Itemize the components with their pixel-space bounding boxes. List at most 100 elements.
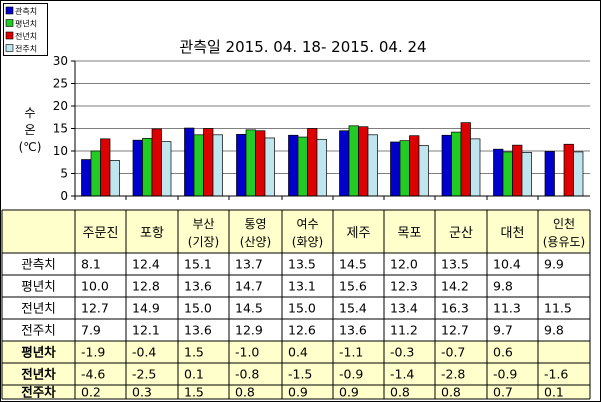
x-tick-label: 주문진 (83, 226, 119, 241)
bar (512, 144, 523, 197)
table-cell: 12.4 (132, 257, 160, 272)
legend-entry: 전년치 (15, 31, 37, 41)
table-row-name: 평년치 (21, 279, 56, 294)
x-tick-label: 목포 (398, 226, 422, 241)
table-row-name: 전주차 (21, 385, 56, 400)
y-tick-label: 20 (53, 99, 68, 113)
table-row-bg (2, 275, 590, 297)
table-cell: 14.2 (441, 279, 469, 294)
table-cell: 14.9 (132, 301, 160, 316)
legend-swatch (5, 44, 14, 52)
legend-swatch (5, 31, 14, 40)
table-cell: 15.1 (184, 257, 212, 272)
table-cell: 13.1 (288, 279, 316, 294)
x-tick-label: 통영 (244, 217, 266, 231)
table-cell: 1.5 (184, 345, 204, 360)
table-cell: 9.8 (493, 279, 513, 294)
table-cell: 13.5 (441, 257, 469, 272)
table-cell: 0.8 (235, 385, 255, 400)
y-axis-ticks: 0 5 10 15 20 25 30 (53, 54, 539, 203)
table-cell: 10.4 (493, 257, 521, 272)
table-cell: 0.1 (544, 385, 564, 400)
x-tick-label: (화양) (292, 235, 323, 249)
bar (493, 148, 504, 197)
table-cell: 11.5 (544, 301, 572, 316)
bar (236, 134, 247, 197)
y-axis-label-line: 온 (24, 123, 35, 137)
legend-swatch (5, 19, 14, 27)
table-cell: 14.5 (339, 257, 367, 272)
table-cell: -1.9 (81, 345, 105, 360)
bar (151, 128, 162, 197)
table-cell: -0.8 (235, 367, 259, 382)
x-tick-label: 군산 (449, 226, 473, 241)
x-tick-label: 포항 (140, 226, 164, 241)
table-cell: 13.5 (288, 257, 316, 272)
bar (193, 134, 204, 197)
table-cell: 1.5 (184, 385, 204, 400)
x-tick-label: (기장) (188, 235, 219, 249)
bar (399, 140, 410, 197)
table-cell: -0.9 (339, 367, 363, 382)
bar (409, 135, 420, 197)
table-row-name: 전년차 (21, 367, 56, 382)
bar (502, 151, 513, 197)
table-cell: 7.9 (81, 323, 101, 338)
y-tick-label: 30 (53, 54, 68, 68)
table-cell: -0.7 (441, 345, 465, 360)
bar (264, 137, 275, 197)
bar (460, 122, 471, 197)
table-cell: 0.9 (339, 385, 359, 400)
table-cell: -0.4 (132, 345, 156, 360)
y-tick-label: 15 (53, 122, 68, 136)
bar (451, 131, 462, 197)
bar (521, 152, 532, 197)
x-tick-label: (용유도) (543, 235, 585, 249)
table-cell: 0.1 (184, 367, 204, 382)
x-tick-label: (산양) (240, 235, 271, 249)
x-tick-label: 여수 (296, 217, 318, 231)
table-cell: 15.0 (288, 301, 316, 316)
table-row-bg (2, 319, 590, 341)
table-row-name: 관측치 (21, 257, 56, 272)
table-cell: 12.0 (390, 257, 418, 272)
legend-entry: 전주치 (15, 44, 37, 54)
legend-swatch (5, 6, 14, 15)
table-cell: 16.3 (441, 301, 469, 316)
table-cell: 12.7 (441, 323, 469, 338)
x-tick-label: 인천 (553, 216, 575, 231)
table-cell: -2.5 (132, 367, 156, 382)
y-axis-label: 수온 (℃) (19, 106, 42, 154)
table-cell: 12.7 (81, 301, 109, 316)
bar (203, 128, 214, 197)
table-cell: 13.7 (235, 257, 263, 272)
bar (109, 160, 120, 197)
table-row-name: 전년치 (21, 301, 56, 316)
legend-entry: 관측치 (15, 6, 37, 16)
y-axis-label-line: (℃) (19, 140, 42, 154)
table-cell: 0.4 (288, 345, 308, 360)
bar (132, 139, 143, 197)
table-diff-row-bg (2, 385, 590, 399)
table-header-bg (2, 210, 590, 253)
table-cell: 15.6 (339, 279, 367, 294)
table-cell: 14.7 (235, 279, 263, 294)
table-cell: 15.4 (339, 301, 367, 316)
table-cell: 13.6 (339, 323, 367, 338)
table-row-name: 평년차 (21, 345, 56, 360)
table-row-name: 전주치 (21, 323, 56, 338)
table-cell: 12.3 (390, 279, 418, 294)
table-cell: 12.6 (288, 323, 316, 338)
bar (316, 138, 327, 197)
table-cell: -1.5 (288, 367, 312, 382)
table-cell: -1.4 (390, 367, 414, 382)
y-tick-label: 5 (60, 167, 68, 181)
bar (297, 136, 308, 197)
data-table: 주문진 포항 부산 (기장) 통영 (산양) 여수 (화양) 제주 목포 군산 대천 인천 (용유도) 관측… (1, 209, 591, 400)
table-cell: 9.7 (493, 323, 513, 338)
bar (288, 134, 299, 197)
table-cell: 0.8 (441, 385, 461, 400)
table-cell: -4.6 (81, 367, 105, 382)
